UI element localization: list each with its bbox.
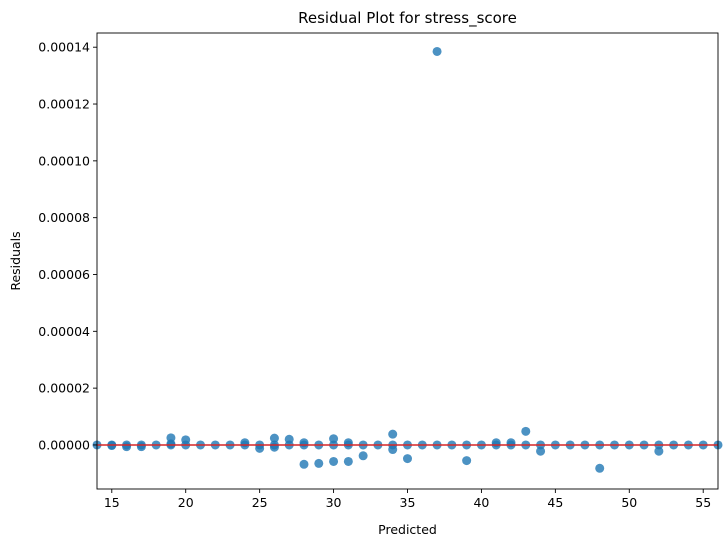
y-tick-label: 0.00002 (38, 381, 90, 396)
scatter-point (329, 456, 339, 466)
x-tick-label: 40 (473, 495, 489, 510)
x-tick-label: 50 (621, 495, 637, 510)
y-tick-label: 0.00014 (38, 40, 90, 55)
plot-frame (96, 32, 719, 490)
scatter-point (284, 434, 294, 444)
scatter-point (269, 433, 279, 443)
scatter-point (255, 443, 265, 453)
scatter-point (122, 442, 132, 452)
plot-area (97, 33, 718, 489)
scatter-point (343, 438, 353, 448)
scatter-point (521, 426, 531, 436)
scatter-point (166, 439, 176, 449)
scatter-point (388, 445, 398, 455)
scatter-point (329, 434, 339, 444)
scatter-point (462, 456, 472, 466)
scatter-point (388, 429, 398, 439)
scatter-point (299, 438, 309, 448)
scatter-point (269, 442, 279, 452)
scatter-point (358, 451, 368, 461)
scatter-point (181, 435, 191, 445)
y-tick-label: 0.00000 (38, 437, 90, 452)
x-tick-label: 35 (400, 495, 416, 510)
scatter-point (432, 46, 442, 56)
y-tick-label: 0.00008 (38, 210, 90, 225)
scatter-point (595, 463, 605, 473)
y-tick-label: 0.00006 (38, 267, 90, 282)
chart-title: Residual Plot for stress_score (298, 9, 517, 28)
y-tick-label: 0.00004 (38, 324, 90, 339)
x-axis-ticks: 15 20 25 30 35 40 45 50 55 (104, 489, 711, 510)
scatter-point (314, 458, 324, 468)
x-tick-label: 55 (695, 495, 711, 510)
scatter-point (491, 438, 501, 448)
x-tick-label: 15 (104, 495, 120, 510)
x-tick-label: 30 (326, 495, 342, 510)
x-tick-label: 25 (252, 495, 268, 510)
scatter-point (506, 438, 516, 448)
scatter-point (403, 454, 412, 464)
scatter-point (136, 442, 146, 452)
y-axis-title: Residuals (8, 231, 23, 290)
y-tick-label: 0.00012 (38, 97, 90, 112)
x-axis-title: Predicted (378, 522, 437, 537)
y-tick-label: 0.00010 (38, 153, 90, 168)
x-tick-label: 45 (547, 495, 563, 510)
y-axis-ticks: 0.00000 0.00002 0.00004 0.00006 0.00008 0.000… (38, 40, 97, 452)
x-tick-label: 20 (178, 495, 194, 510)
scatter-point (343, 456, 353, 466)
scatter-point (240, 438, 250, 448)
scatter-point (299, 459, 309, 469)
scatter-point (654, 446, 664, 456)
scatter-point (536, 446, 546, 456)
